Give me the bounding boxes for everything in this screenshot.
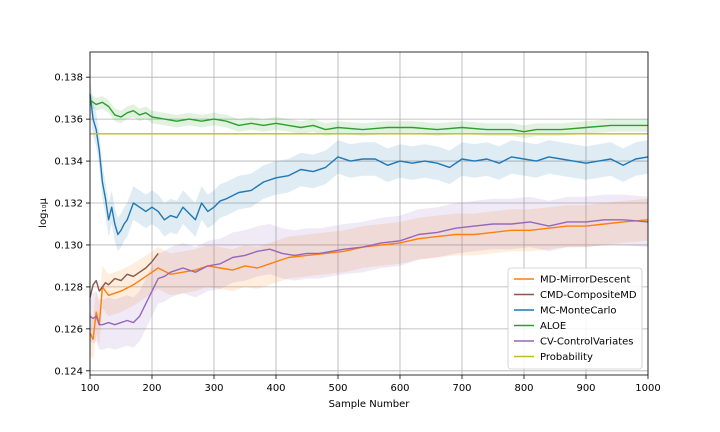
x-tick-label: 100 <box>80 383 99 394</box>
legend-label: CMD-CompositeMD <box>540 290 637 301</box>
legend-label: CV-ControlVariates <box>540 337 634 348</box>
plot-frame <box>89 51 649 376</box>
y-tick-label: 0.128 <box>54 282 83 293</box>
x-tick-label: 1000 <box>635 383 660 394</box>
x-tick-label: 700 <box>452 383 471 394</box>
confidence-bands <box>90 77 648 361</box>
aloe-band <box>90 93 648 138</box>
x-axis-label: Sample Number <box>329 399 411 410</box>
legend-label: MC-MonteCarlo <box>540 306 617 317</box>
cmd-compositemd-line <box>89 252 159 298</box>
y-tick-label: 0.136 <box>54 115 83 126</box>
y-tick-label: 0.124 <box>54 366 83 377</box>
legend-label: ALOE <box>540 321 566 332</box>
x-tick-label: 300 <box>204 383 223 394</box>
series-lines <box>89 93 649 340</box>
y-tick-label: 0.130 <box>54 240 83 251</box>
y-tick-label: 0.126 <box>54 324 83 335</box>
y-tick-label: 0.134 <box>54 157 83 168</box>
x-tick-label: 800 <box>514 383 533 394</box>
y-tick-label: 0.132 <box>54 199 83 210</box>
y-tick-label: 0.138 <box>54 73 83 84</box>
md-mirrordescent-line <box>89 219 649 340</box>
legend-box <box>507 267 643 370</box>
cv-controlvariates-line <box>89 219 649 326</box>
y-axis-ticks: 0.124 0.126 0.128 0.130 0.132 0.134 0.136 0.138 <box>54 73 90 377</box>
x-tick-label: 500 <box>328 383 347 394</box>
x-tick-label: 600 <box>390 383 409 394</box>
legend: MD-MirrorDescent CMD-CompositeMD MC-MonteC… <box>507 267 643 370</box>
x-axis-ticks: 100 200 300 400 500 600 700 800 900 1000 <box>80 375 661 394</box>
y-axis-label: log₁₀μ <box>38 198 49 228</box>
md-mirrordescent-band <box>90 198 648 361</box>
aloe-line <box>89 99 648 133</box>
mc-montecarlo-line <box>89 93 649 236</box>
legend-label: Probability <box>540 352 593 363</box>
cv-controlvariates-band <box>90 194 648 350</box>
x-tick-label: 900 <box>576 383 595 394</box>
x-tick-label: 400 <box>266 383 285 394</box>
mc-montecarlo-band <box>90 77 648 252</box>
x-tick-label: 200 <box>142 383 161 394</box>
legend-label: MD-MirrorDescent <box>540 275 630 286</box>
